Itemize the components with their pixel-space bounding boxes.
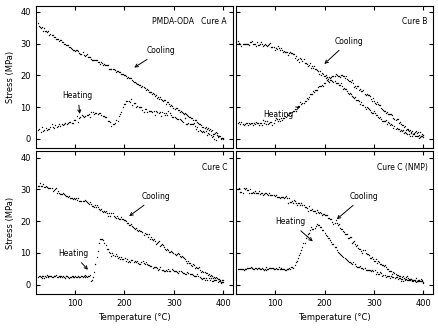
Y-axis label: Stress (MPa): Stress (MPa) (6, 51, 14, 103)
Text: Cooling: Cooling (130, 192, 170, 215)
Text: Cooling: Cooling (337, 192, 377, 218)
Text: PMDA-ODA   Cure A: PMDA-ODA Cure A (152, 17, 226, 26)
X-axis label: Temperature (°C): Temperature (°C) (98, 314, 170, 322)
Text: Cure C: Cure C (201, 163, 226, 172)
Text: Cooling: Cooling (325, 37, 363, 63)
Text: Cure B: Cure B (401, 17, 427, 26)
Y-axis label: Stress (MPa): Stress (MPa) (6, 196, 14, 249)
Text: Heating: Heating (63, 91, 93, 113)
Text: Heating: Heating (262, 107, 298, 119)
X-axis label: Temperature (°C): Temperature (°C) (297, 314, 370, 322)
Text: Cooling: Cooling (135, 46, 175, 67)
Text: Cure C (NMP): Cure C (NMP) (376, 163, 427, 172)
Text: Heating: Heating (58, 249, 88, 269)
Text: Heating: Heating (275, 217, 311, 241)
